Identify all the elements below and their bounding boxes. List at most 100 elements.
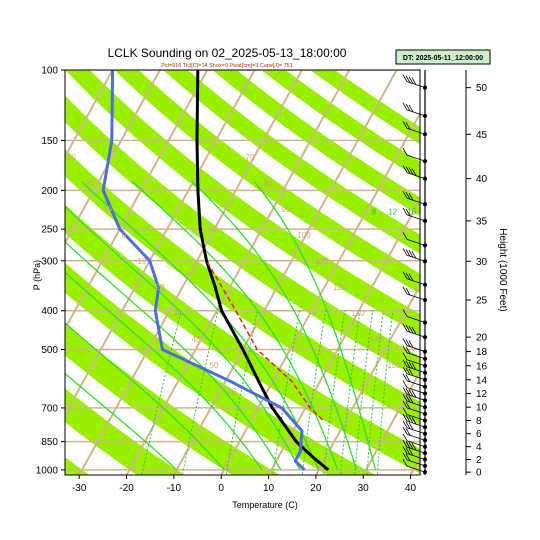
isotherm-line (78, 70, 304, 475)
isotherm-line (65, 70, 209, 331)
barb-flag (402, 400, 408, 409)
barb-flag (405, 122, 411, 130)
barb-flag (408, 167, 414, 175)
barb-flag (402, 366, 408, 374)
isotherm-line (220, 111, 420, 475)
barb-flag (411, 168, 417, 176)
barb-flag (405, 103, 411, 112)
mixing-ratio-line (376, 310, 394, 475)
barb-flag (402, 165, 408, 173)
dry-adiabat-band (212, 70, 420, 216)
isotherm-line (65, 70, 256, 417)
barb-shaft (406, 465, 426, 473)
height-tick-label: 0 (476, 468, 482, 479)
barb-flag (402, 286, 408, 295)
barb-flag (408, 193, 414, 201)
chart-title: LCLK Sounding on 02_2025-05-13_18:00:00 (108, 46, 347, 60)
mixing-ratio-line (354, 310, 374, 475)
mixing-ratio-label: 20 (426, 208, 435, 217)
dry-adiabat-band (65, 148, 420, 425)
isotherm-label: 80 (264, 179, 273, 188)
mixing-ratio-line (272, 310, 301, 475)
isotherm-label: 60 (228, 387, 237, 396)
barb-flag (405, 374, 411, 382)
dry-adiabat-band (114, 70, 420, 294)
barb-flag (402, 191, 408, 199)
barb-flag (402, 413, 408, 422)
height-tick-label: 20 (476, 333, 488, 344)
isotherm-label: 120 (333, 283, 347, 292)
isotherm-label: 20 (156, 283, 165, 292)
mixing-ratio-label: 28 (464, 208, 473, 217)
x-tick-label: -30 (72, 483, 87, 494)
barb-flag (408, 325, 414, 334)
moist-adiabat-line (131, 181, 339, 471)
isotherm-label: 50 (210, 361, 219, 370)
height-tick-label: 4 (476, 442, 482, 453)
height-tick-label: 6 (476, 429, 482, 440)
mixing-ratio-label: 16 (407, 208, 416, 217)
mixing-ratio-label: 12 (388, 208, 397, 217)
barb-shaft (406, 387, 426, 394)
barb-flag (402, 407, 408, 415)
barb-flag (408, 104, 414, 113)
barb-flag (405, 249, 411, 257)
y-tick-label: 100 (41, 66, 58, 77)
height-tick-label: 50 (476, 83, 488, 94)
barb-flag (405, 75, 411, 83)
barb-flag (408, 422, 414, 430)
barb-shaft (406, 414, 426, 421)
isotherm-line (314, 283, 420, 475)
parcel-path-line (205, 260, 324, 421)
barb-flag (402, 147, 408, 156)
barb-flag (408, 76, 414, 84)
barb-flag (402, 271, 408, 279)
barb-flag (408, 415, 414, 424)
isotherm-label: 90 (282, 205, 291, 214)
barb-flag (402, 458, 408, 467)
isotherm-label: -30 (64, 153, 76, 162)
isotherms (65, 70, 420, 475)
y-tick-label: 850 (41, 437, 58, 448)
temperature-line (195, 70, 330, 472)
barb-flag (402, 387, 408, 395)
barb-flag (405, 428, 411, 436)
barb-shaft (406, 316, 426, 323)
height-tick-label: 18 (476, 347, 488, 358)
isotherm-label: 30 (174, 309, 183, 318)
moist-adiabat-line (253, 181, 377, 471)
barb-flag (402, 352, 408, 360)
isotherm-line (125, 70, 351, 475)
height-tick-label: 8 (476, 416, 482, 427)
isotherm-label: 0 (122, 231, 127, 240)
dt-badge-text: DT: 2025-05-11_12:00:00 (403, 55, 483, 62)
height-axis-ticks: 0 2 4 6 8 10 12 14 16 18 20 25 30 35 40 45 50 (466, 83, 488, 479)
x-tick-label: 40 (405, 483, 417, 494)
barb-shaft (406, 238, 426, 246)
mixing-ratio-line (340, 310, 361, 475)
dt-badge-box (395, 49, 491, 65)
mixing-ratio-line (141, 310, 182, 475)
x-axis-ticks: -30 -20 -10 0 10 20 30 40 (72, 475, 417, 494)
barb-flag (408, 389, 414, 397)
isotherm-label: 10 (138, 257, 147, 266)
y-axis-label: P (hPa) (32, 260, 42, 290)
mixing-ratio-label: 24 (445, 208, 454, 217)
x-tick-label: 30 (358, 483, 370, 494)
barb-flag (402, 393, 408, 402)
y-tick-label: 500 (41, 345, 58, 356)
dry-adiabat-band (65, 70, 420, 336)
isotherm-label: 70 (246, 153, 255, 162)
y-tick-label: 250 (41, 225, 58, 236)
mixing-ratio-label: 32 (483, 208, 492, 217)
y-tick-label: 700 (41, 403, 58, 414)
barb-flag (405, 401, 411, 410)
barb-flag (411, 326, 417, 335)
moist-adiabat-line (65, 241, 282, 471)
mixing-ratio-line (181, 310, 219, 475)
isotherm-line (362, 369, 420, 475)
barb-shaft (406, 154, 426, 162)
barb-flag (405, 192, 411, 200)
y-tick-label: 400 (41, 306, 58, 317)
y-tick-label: 200 (41, 186, 58, 197)
